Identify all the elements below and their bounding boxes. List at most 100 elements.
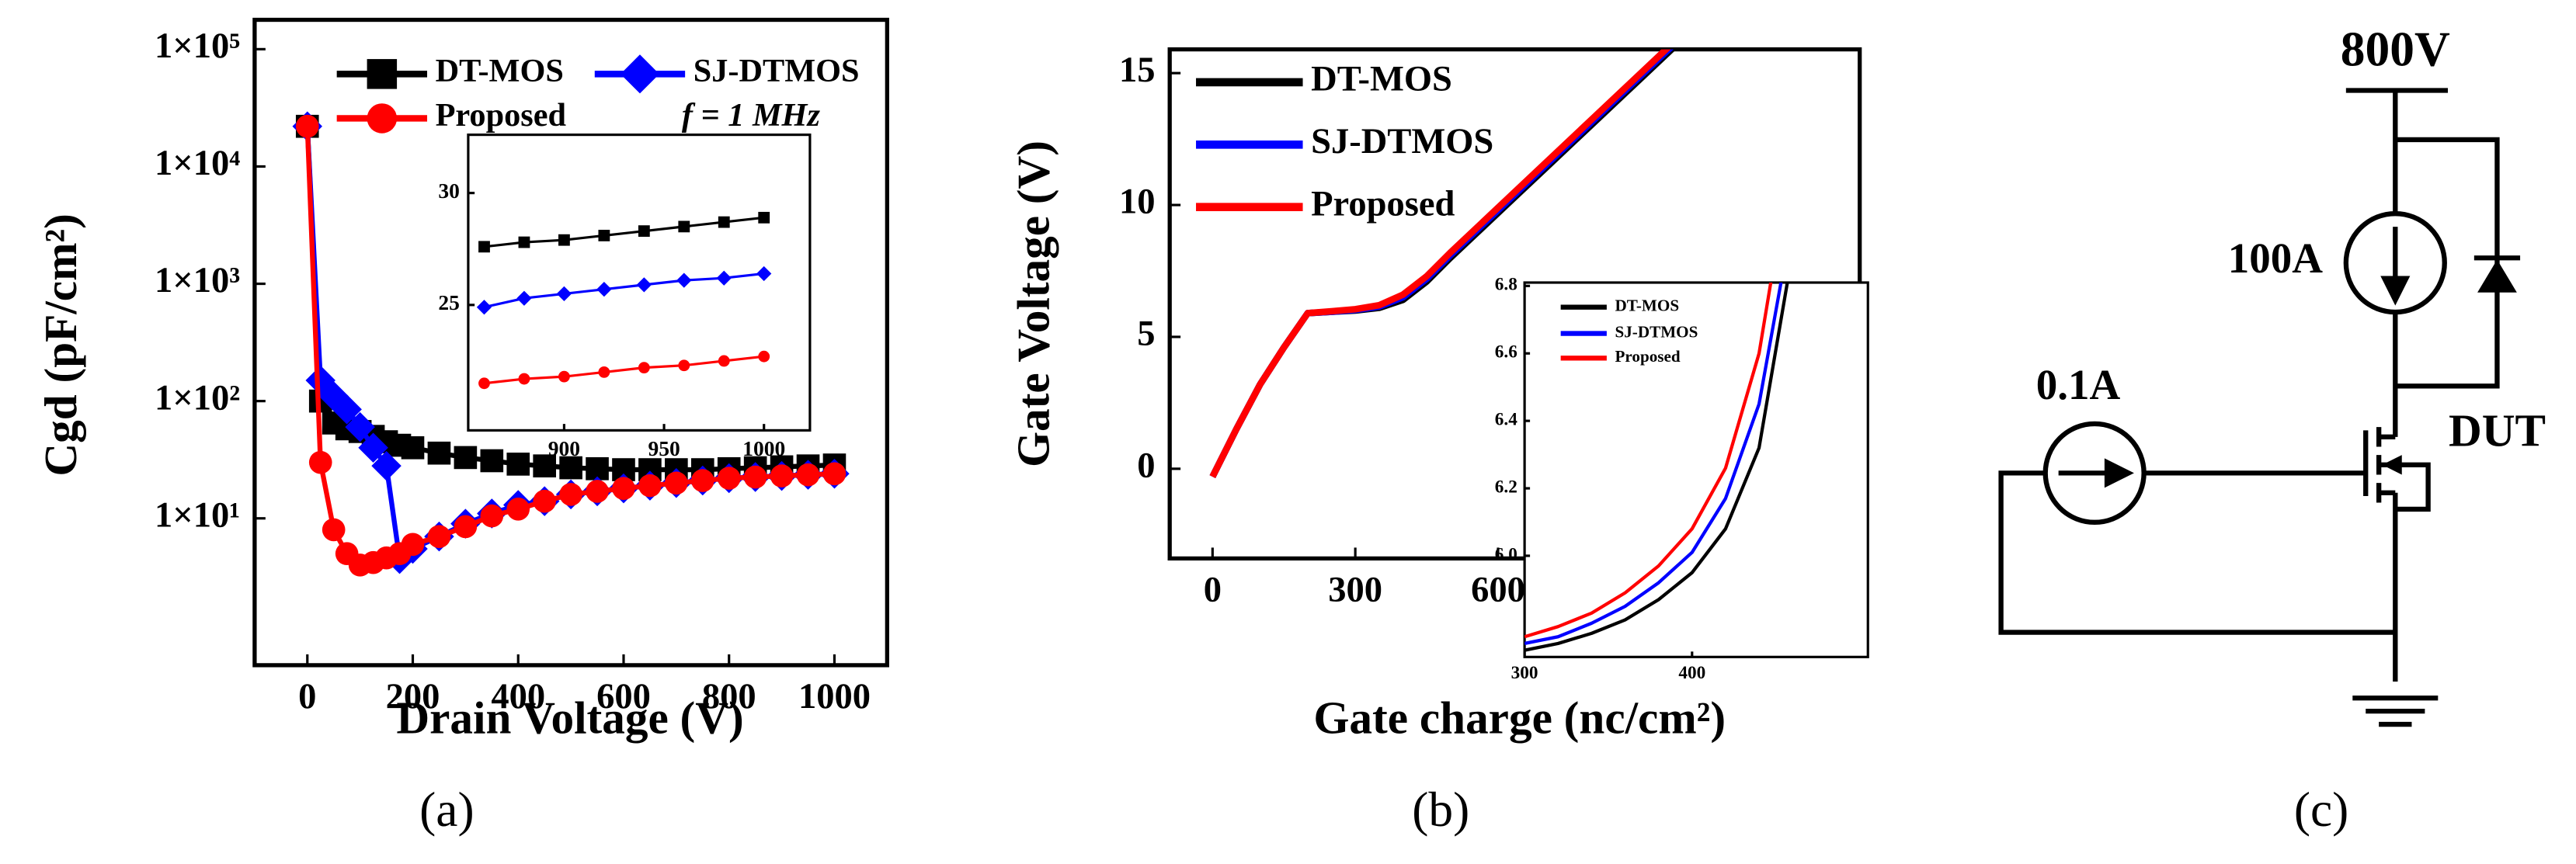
x-tick-label: 400 <box>491 677 545 717</box>
marker <box>718 355 730 367</box>
legend-label: DT-MOS <box>436 53 564 89</box>
x-axis-label: Gate charge (nc/cm²) <box>1313 692 1726 744</box>
y-axis-label: Cgd (pF/cm²) <box>35 213 86 476</box>
device-label: DUT <box>2449 404 2546 456</box>
marker <box>598 230 610 241</box>
marker <box>638 362 650 374</box>
marker <box>586 456 609 481</box>
marker <box>480 504 504 528</box>
plot <box>292 111 850 577</box>
series-line <box>1209 49 1671 478</box>
ground <box>2352 696 2439 727</box>
y-tick-label: 6.6 <box>1495 342 1517 363</box>
panel-label: (b) <box>1412 782 1469 837</box>
marker <box>718 216 730 228</box>
marker <box>533 489 556 513</box>
gate-source <box>2042 421 2147 526</box>
marker <box>367 103 398 134</box>
y-tick-label: 1×10⁴ <box>155 144 240 183</box>
marker <box>533 454 556 477</box>
marker <box>620 54 659 94</box>
marker <box>480 449 504 473</box>
plot <box>1209 49 1677 478</box>
x-tick-label: 1000 <box>742 436 785 460</box>
marker <box>758 211 770 224</box>
gs-arrowhead <box>2104 458 2134 488</box>
marker <box>665 471 688 495</box>
x-tick-label: 200 <box>386 677 440 717</box>
x-tick-label: 1000 <box>798 677 871 717</box>
marker <box>678 359 690 372</box>
y-tick-label: 0 <box>1137 446 1155 486</box>
current-label: 100A <box>2228 234 2324 282</box>
chart: 300 400 6.0 6.2 6.4 6.6 6.8 DT-MOS SJ-DTMOS Propo… <box>1495 275 1869 683</box>
legend-label: DT-MOS <box>1311 60 1452 99</box>
y-tick-label: 6.4 <box>1495 409 1517 429</box>
marker <box>556 286 572 302</box>
y-tick-label: 30 <box>438 179 460 203</box>
marker <box>332 394 362 425</box>
marker <box>454 515 478 539</box>
marker <box>401 533 425 557</box>
plot-frame <box>1523 281 1869 658</box>
x-tick-label: 300 <box>1511 663 1538 683</box>
marker <box>371 450 402 481</box>
marker <box>345 411 375 442</box>
marker <box>478 377 490 390</box>
y-tick-label: 1×10¹ <box>155 495 240 535</box>
marker <box>758 350 770 363</box>
series-line <box>1524 282 1783 645</box>
marker <box>770 464 794 488</box>
marker <box>612 477 635 500</box>
y-tick-label: 6.2 <box>1495 477 1517 497</box>
marker <box>756 265 772 282</box>
plot <box>1524 282 1789 652</box>
body-arrow <box>2382 455 2402 475</box>
x-tick-label: 400 <box>1678 663 1705 683</box>
y-tick-label: 1×10⁵ <box>155 26 240 66</box>
gate-source-label: 0.1A <box>2036 361 2121 408</box>
x-tick-label: 0 <box>1204 570 1222 609</box>
legend-label: SJ-DTMOS <box>1615 322 1698 341</box>
y-tick-label: 6.0 <box>1495 544 1517 564</box>
plot <box>476 211 772 390</box>
diode <box>2477 259 2517 293</box>
y-tick-label: 10 <box>1119 182 1156 222</box>
series-line <box>484 216 764 248</box>
marker <box>558 234 570 246</box>
marker <box>506 497 530 521</box>
marker <box>690 469 714 492</box>
legend-label: Proposed <box>1615 347 1680 366</box>
legend-label: SJ-DTMOS <box>1311 122 1493 161</box>
series-line <box>1524 282 1789 652</box>
marker <box>308 450 332 474</box>
marker <box>559 456 582 480</box>
marker <box>476 300 492 315</box>
marker <box>638 225 650 238</box>
y-tick-label: 25 <box>438 290 460 314</box>
marker <box>401 435 425 460</box>
supply-label: 800V <box>2341 22 2450 77</box>
marker <box>636 277 652 293</box>
marker <box>717 467 741 490</box>
marker <box>295 114 319 138</box>
panel-label: (a) <box>419 782 474 837</box>
legend-label: DT-MOS <box>1615 297 1679 315</box>
marker <box>559 483 582 506</box>
mosfet-terminals <box>2379 434 2431 512</box>
series-line <box>1524 282 1773 639</box>
x-axis-label: Drain Voltage (V) <box>396 692 743 744</box>
x-tick-label: 950 <box>648 436 680 460</box>
y-tick-label: 5 <box>1137 314 1155 354</box>
gate-loop <box>1998 470 2396 635</box>
marker <box>676 272 692 288</box>
x-tick-label: 0 <box>298 677 316 717</box>
cs-arrowhead <box>2380 276 2411 306</box>
y-tick-label: 1×10² <box>155 378 240 418</box>
series-line <box>484 355 764 385</box>
x-tick-label: 600 <box>1471 570 1525 609</box>
marker <box>638 474 662 498</box>
annotation: f = 1 MHz <box>682 97 821 134</box>
